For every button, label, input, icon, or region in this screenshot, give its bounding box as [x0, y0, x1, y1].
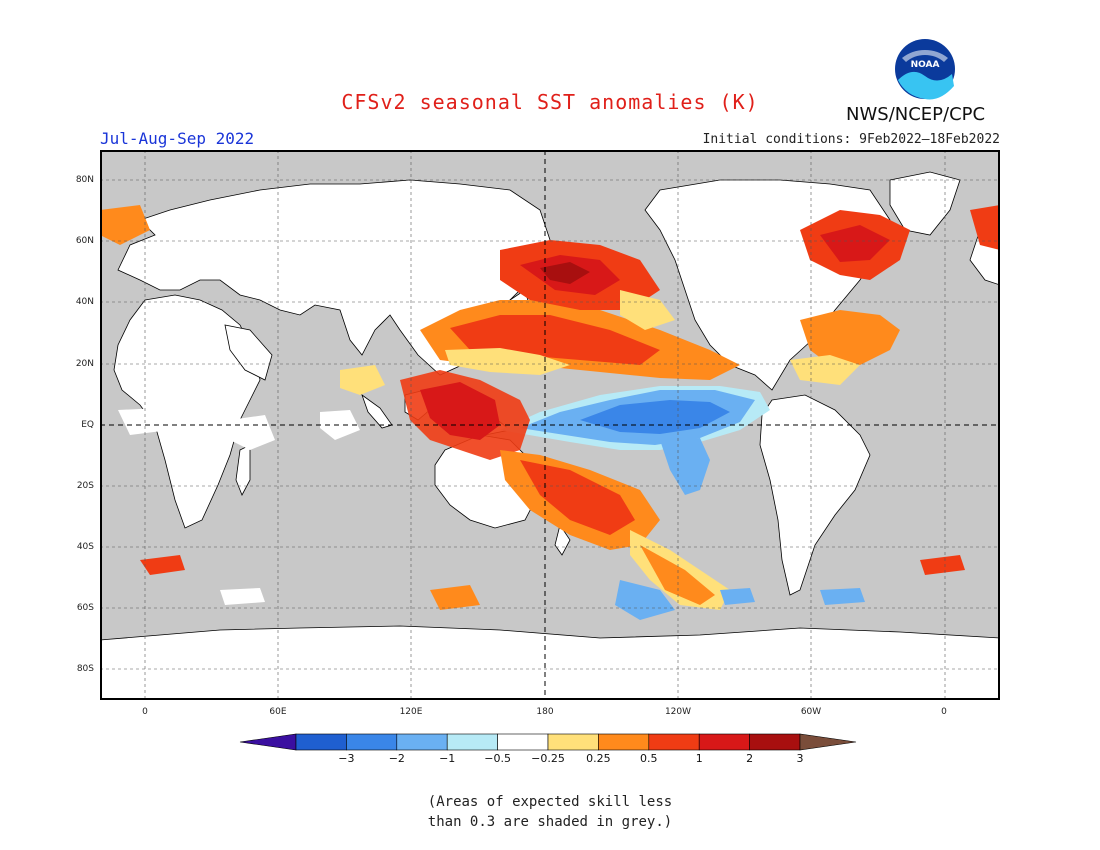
lon-label-180: 180	[536, 707, 554, 717]
colorbar-box	[648, 733, 700, 751]
colorbar-box	[547, 733, 599, 751]
anomaly-shading	[100, 205, 1000, 620]
sst-anomaly-map	[100, 150, 1000, 700]
colorbar-box	[295, 733, 347, 751]
lon-label-60e: 60E	[269, 707, 287, 717]
lat-label-60s: 60S	[76, 603, 94, 613]
arabia	[224, 324, 273, 381]
colorbar-tick-label: 2	[746, 752, 754, 765]
colorbar-box	[446, 733, 498, 751]
initial-conditions: Initial conditions: 9Feb2022–18Feb2022	[702, 132, 1000, 147]
lat-label-40n: 40N	[75, 297, 94, 307]
lat-label-80n: 80N	[75, 175, 94, 185]
skill-note: (Areas of expected skill less than 0.3 a…	[0, 792, 1100, 832]
colorbar-tick-label: 1	[695, 752, 703, 765]
colorbar-tick-label: −0.5	[484, 752, 511, 765]
colorbar	[239, 733, 857, 751]
lat-label-40s: 40S	[76, 542, 94, 552]
skill-note-line-1: (Areas of expected skill less	[427, 794, 673, 810]
grid-lines	[100, 150, 1000, 700]
lon-label-120e: 120E	[399, 707, 423, 717]
continents	[100, 171, 1000, 700]
colorbar-box	[346, 733, 398, 751]
colorbar-box	[598, 733, 650, 751]
colorbar-tick-label: −3	[338, 752, 355, 765]
africa	[113, 294, 261, 529]
colorbar-arrow-high	[799, 733, 857, 751]
greenland	[889, 171, 961, 236]
lat-label-20s: 20S	[76, 481, 94, 491]
colorbar-tick-label: 0.25	[586, 752, 611, 765]
colorbar-box	[698, 733, 750, 751]
map-frame	[100, 150, 1000, 700]
lon-label-120w: 120W	[664, 707, 692, 717]
colorbar-tick-label: −1	[439, 752, 456, 765]
new-zealand	[554, 524, 571, 556]
antarctica	[100, 625, 1000, 700]
reference-lines	[100, 150, 1000, 700]
lon-label-0-east: 0	[941, 707, 947, 717]
chart-title: CFSv2 seasonal SST anomalies (K)	[341, 90, 759, 114]
forecast-period: Jul-Aug-Sep 2022	[100, 129, 255, 148]
lon-label-60w: 60W	[800, 707, 822, 717]
lat-label-60n: 60N	[75, 236, 94, 246]
south-america	[759, 394, 871, 596]
colorbar-box	[396, 733, 448, 751]
lat-label-20n: 20N	[75, 359, 94, 369]
colorbar-tick-label: −2	[388, 752, 405, 765]
colorbar-tick-label: −0.25	[531, 752, 565, 765]
organization-label: NWS/NCEP/CPC	[846, 104, 986, 125]
colorbar-tick-label: 0.5	[640, 752, 658, 765]
colorbar-arrow-low	[239, 733, 297, 751]
colorbar-box	[749, 733, 801, 751]
svg-text:NOAA: NOAA	[911, 60, 940, 70]
colorbar-box	[497, 733, 549, 751]
noaa-logo: NOAA	[894, 38, 956, 100]
skill-note-line-2: than 0.3 are shaded in grey.)	[427, 814, 673, 830]
sumatra	[361, 393, 393, 429]
lon-label-0: 0	[142, 707, 148, 717]
lat-label-80s: 80S	[76, 664, 94, 674]
colorbar-tick-label: 3	[796, 752, 804, 765]
lat-label-eq: EQ	[81, 420, 94, 430]
